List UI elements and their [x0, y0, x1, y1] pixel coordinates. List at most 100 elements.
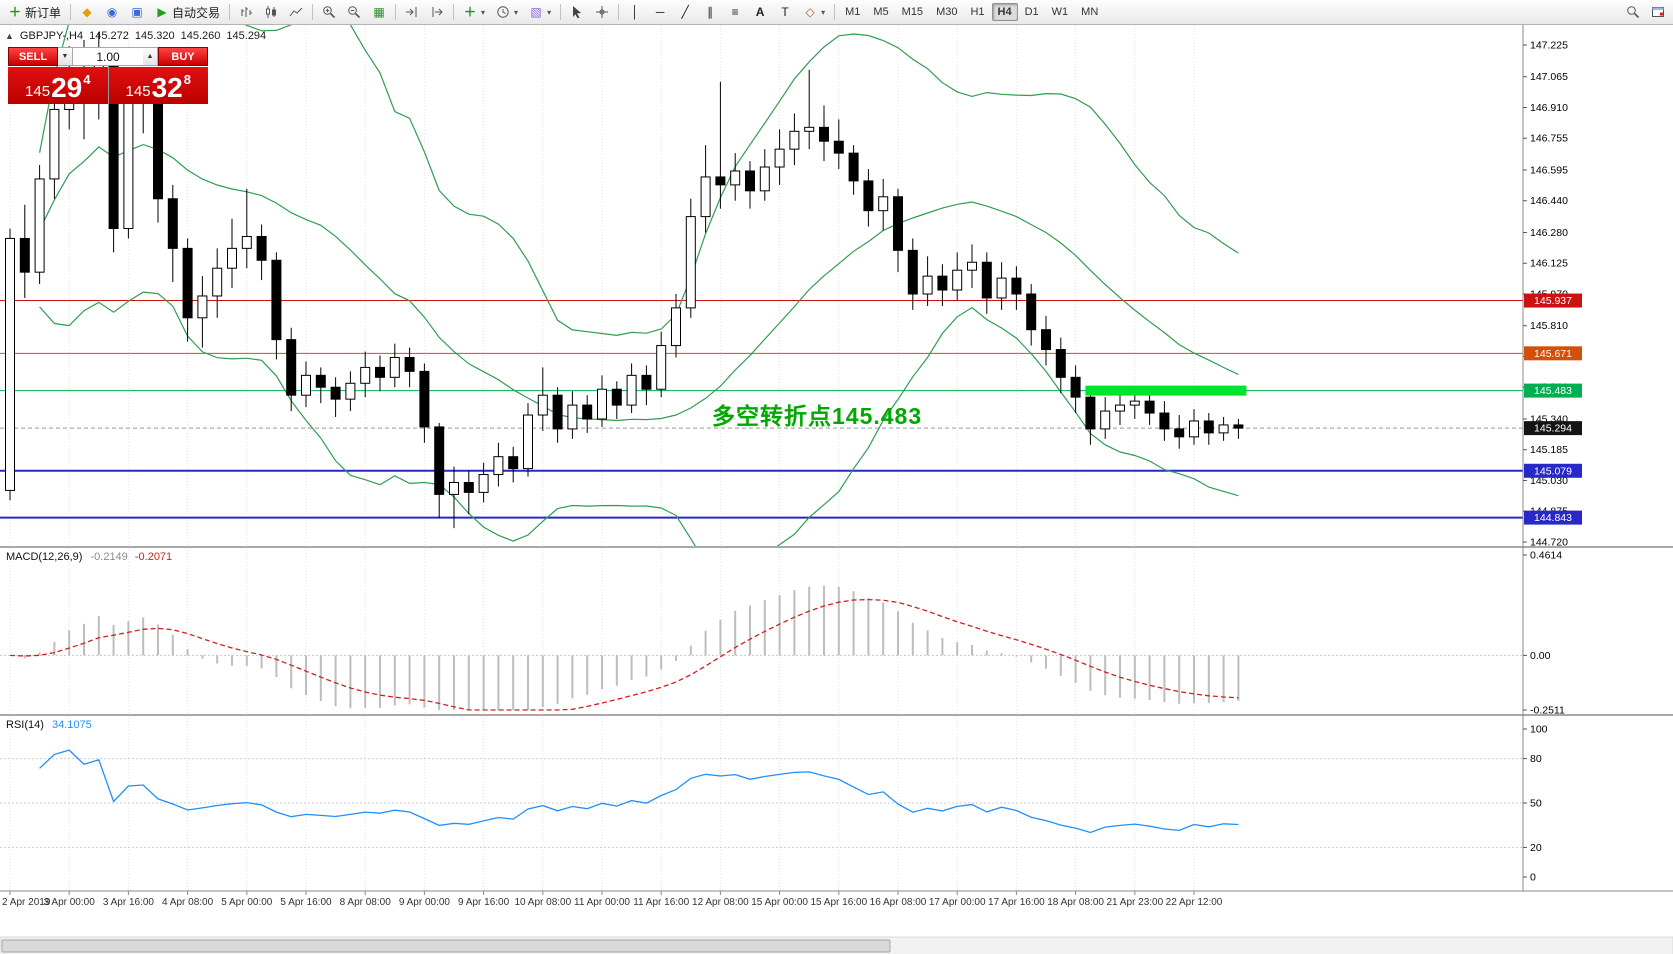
cursor-icon [573, 6, 582, 19]
candle-body [1085, 396, 1096, 430]
macd-tick: 0.00 [1530, 650, 1551, 662]
timeframe-m1[interactable]: M1 [839, 3, 866, 21]
timeframe-h4[interactable]: H4 [991, 3, 1018, 21]
macd-axis[interactable]: 0.4614 0.00 -0.2511 [1523, 550, 1565, 717]
timeframe-m30[interactable]: M30 [930, 3, 963, 21]
shapes-button[interactable]: ◇ ▾ [798, 2, 830, 22]
price-badge [1524, 463, 1582, 478]
trendline-button[interactable]: ╱ [673, 2, 697, 22]
candle-body [967, 261, 977, 271]
ohlc-high: 145.320 [134, 30, 175, 42]
lot-size-input[interactable] [73, 47, 143, 66]
price-tick: 146.280 [1530, 227, 1568, 239]
indicators-button[interactable]: ＋ ▾ [458, 2, 490, 22]
candle-body [508, 456, 519, 470]
buy-price-panel[interactable]: 145 32 8 [108, 67, 208, 104]
price-tick: 147.225 [1530, 40, 1568, 52]
timeframe-w1[interactable]: W1 [1046, 3, 1075, 21]
candle-body [863, 180, 874, 212]
data-window-button[interactable]: ▣ [125, 2, 149, 22]
auto-scroll-icon [406, 7, 417, 17]
timeframe-m5[interactable]: M5 [867, 3, 894, 21]
zoom-in-button[interactable] [317, 2, 341, 22]
line-chart-icon [289, 7, 303, 17]
new-window-button[interactable] [1646, 2, 1670, 22]
cursor-button[interactable] [565, 2, 589, 22]
candle-body [1055, 349, 1066, 378]
label-tool-icon: T [781, 5, 789, 19]
periods-button[interactable]: ▾ [491, 2, 523, 22]
data-window-icon: ▣ [131, 5, 143, 19]
timeframe-m15[interactable]: M15 [896, 3, 929, 21]
candle-body [656, 345, 667, 390]
horizontal-line-button[interactable]: ─ [648, 2, 672, 22]
chart-shift-icon [432, 7, 443, 17]
candle-body [1026, 293, 1037, 331]
crosshair-button[interactable] [590, 2, 614, 22]
templates-button[interactable]: ▧ ▾ [524, 2, 556, 22]
toolbar-separator [453, 4, 455, 20]
rsi-tick: 80 [1530, 753, 1542, 765]
market-watch-button[interactable]: ◉ [100, 2, 124, 22]
candles [5, 32, 1244, 529]
panel-splitter-rsi[interactable] [0, 714, 1673, 716]
main-toolbar: ＋ 新订单 ◆ ◉ ▣ ▶ 自动交易 [0, 0, 1673, 25]
panel-splitter-macd[interactable] [0, 546, 1673, 548]
rsi-name: RSI(14) [6, 719, 44, 731]
price-tick: 145.185 [1530, 444, 1568, 456]
price-tick: 147.065 [1530, 71, 1568, 83]
candle-body [434, 426, 445, 495]
candle-body [611, 388, 622, 406]
timeframe-h1[interactable]: H1 [964, 3, 990, 21]
candle-body [1011, 277, 1022, 295]
rsi-axis[interactable]: 100 80 50 20 0 [1523, 724, 1548, 884]
candle-body [1070, 376, 1081, 398]
price-tick: 146.595 [1530, 164, 1568, 176]
sell-price-pips: 29 [51, 72, 83, 103]
text-tool-icon: A [755, 5, 765, 19]
lot-decrease-icon: ▼ [61, 53, 69, 60]
chart-annotation-text[interactable]: 多空转折点145.483 [712, 403, 923, 429]
autotrading-button[interactable]: ▶ 自动交易 [150, 2, 225, 22]
channel-button[interactable]: ∥ [698, 2, 722, 22]
indicators-icon: ＋ [464, 5, 477, 19]
buy-button[interactable]: BUY [158, 47, 208, 66]
sell-button[interactable]: SELL [8, 47, 58, 66]
sell-price-panel[interactable]: 145 29 4 [8, 67, 108, 104]
candle-body [804, 126, 815, 132]
timeframe-d1[interactable]: D1 [1019, 3, 1045, 21]
highlight-bar[interactable] [1085, 385, 1247, 396]
toolbar-separator [395, 4, 397, 20]
vertical-line-button[interactable]: │ [623, 2, 647, 22]
label-tool-button[interactable]: T [773, 2, 797, 22]
metaeditor-button[interactable]: ◆ [75, 2, 99, 22]
candle-body [360, 366, 371, 384]
timeframe-mn[interactable]: MN [1075, 3, 1104, 21]
indicators-caret-icon: ▾ [481, 7, 486, 17]
lot-decrease-button[interactable]: ▼ [58, 47, 73, 66]
h-scrollbar-thumb[interactable] [1, 939, 891, 953]
one-click-collapse-icon[interactable]: ▲ [5, 31, 14, 41]
candle-body [1159, 412, 1170, 430]
zoom-out-button[interactable] [342, 2, 366, 22]
fibonacci-button[interactable]: ≡ [723, 2, 747, 22]
level-lines[interactable] [0, 300, 1523, 519]
gridlines [9, 25, 1195, 891]
macd-label: MACD(12,26,9) -0.2149 -0.2071 [6, 551, 172, 563]
candle-body [167, 198, 178, 249]
chart-canvas[interactable]: 147.225 147.065 146.910 146.755 146.595 146.4… [0, 25, 1673, 954]
candlestick-chart-button[interactable] [259, 2, 283, 22]
time-tick-label: 3 Apr 00:00 [44, 897, 96, 908]
text-tool-button[interactable]: A [748, 2, 772, 22]
tile-windows-button[interactable]: ▦ [367, 2, 391, 22]
chart-shift-button[interactable] [425, 2, 449, 22]
bar-chart-button[interactable] [234, 2, 258, 22]
auto-scroll-button[interactable] [400, 2, 424, 22]
candle-body [893, 196, 903, 251]
line-chart-button[interactable] [284, 2, 308, 22]
lot-increase-button[interactable]: ▲ [143, 47, 158, 66]
new-order-button[interactable]: ＋ 新订单 [3, 2, 66, 22]
zoom-out-icon [348, 6, 361, 19]
search-button[interactable] [1621, 2, 1645, 22]
